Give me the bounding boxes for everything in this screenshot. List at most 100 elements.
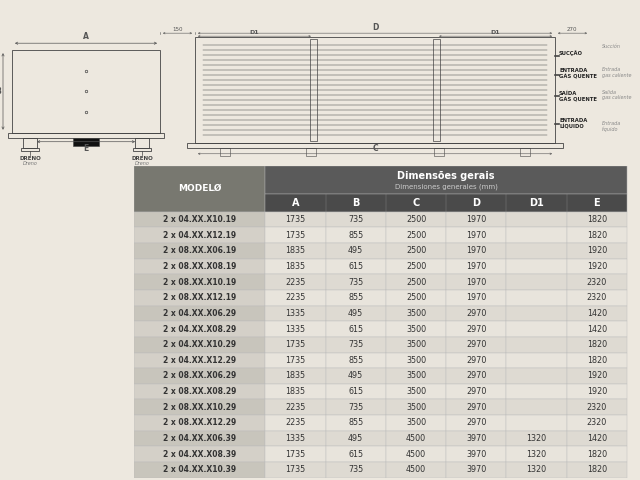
Text: 2970: 2970 <box>466 324 486 334</box>
Text: 2 x 08.XX.X10.29: 2 x 08.XX.X10.29 <box>163 403 237 412</box>
Bar <box>21 148 39 151</box>
Text: LÍQUIDO: LÍQUIDO <box>559 123 584 129</box>
Text: 1970: 1970 <box>466 277 486 287</box>
Text: 2 x 08.XX.X06.29: 2 x 08.XX.X06.29 <box>163 372 237 381</box>
Text: 1735: 1735 <box>285 465 305 474</box>
Text: 1320: 1320 <box>527 465 547 474</box>
Bar <box>506 399 567 415</box>
Text: 4500: 4500 <box>406 465 426 474</box>
Bar <box>506 368 567 384</box>
Bar <box>134 321 266 337</box>
Text: DRENO: DRENO <box>19 156 41 161</box>
Text: 2320: 2320 <box>587 419 607 427</box>
Text: 1420: 1420 <box>587 434 607 443</box>
Text: D: D <box>472 198 480 208</box>
Bar <box>326 212 386 228</box>
Text: 1735: 1735 <box>285 231 305 240</box>
Text: 2 x 08.XX.X10.19: 2 x 08.XX.X10.19 <box>163 277 237 287</box>
Text: 1970: 1970 <box>466 293 486 302</box>
Text: 3970: 3970 <box>466 434 486 443</box>
Bar <box>326 228 386 243</box>
Bar <box>446 275 506 290</box>
Bar <box>506 275 567 290</box>
Bar <box>567 399 627 415</box>
Bar <box>386 337 446 352</box>
Text: Salida: Salida <box>602 90 617 95</box>
Text: D1: D1 <box>529 198 544 208</box>
Text: 1970: 1970 <box>466 231 486 240</box>
Bar <box>446 352 506 368</box>
Bar <box>506 337 567 352</box>
Text: MODELØ: MODELØ <box>178 184 221 193</box>
Bar <box>446 228 506 243</box>
Text: 855: 855 <box>348 356 364 365</box>
Bar <box>8 132 164 138</box>
Bar <box>386 415 446 431</box>
Bar <box>266 446 326 462</box>
Text: 1420: 1420 <box>587 309 607 318</box>
Bar <box>386 352 446 368</box>
Text: 615: 615 <box>348 324 364 334</box>
Text: 615: 615 <box>348 450 364 459</box>
Bar <box>434 148 444 156</box>
Text: 855: 855 <box>348 293 364 302</box>
Bar <box>506 321 567 337</box>
Bar <box>266 368 326 384</box>
Text: Dreno: Dreno <box>22 161 37 166</box>
Text: 2 x 08.XX.X08.29: 2 x 08.XX.X08.29 <box>163 387 237 396</box>
Text: 2 x 04.XX.X08.29: 2 x 04.XX.X08.29 <box>163 324 237 334</box>
Bar <box>446 446 506 462</box>
Bar <box>266 399 326 415</box>
Bar <box>266 243 326 259</box>
Text: 1920: 1920 <box>587 262 607 271</box>
Bar <box>386 243 446 259</box>
Text: E: E <box>593 198 600 208</box>
Bar <box>326 431 386 446</box>
Bar <box>266 384 326 399</box>
Bar <box>134 368 266 384</box>
Bar <box>446 431 506 446</box>
Text: 3970: 3970 <box>466 450 486 459</box>
Text: 1820: 1820 <box>587 231 607 240</box>
Text: 2235: 2235 <box>285 277 306 287</box>
Bar <box>506 415 567 431</box>
Text: DRENO: DRENO <box>131 156 153 161</box>
Text: Dimensões gerais: Dimensões gerais <box>397 171 495 181</box>
Bar <box>134 462 266 478</box>
Bar <box>220 148 230 156</box>
Text: 4500: 4500 <box>406 434 426 443</box>
Text: 2500: 2500 <box>406 262 426 271</box>
Text: 2 x 04.XX.X10.29: 2 x 04.XX.X10.29 <box>163 340 236 349</box>
Bar <box>326 399 386 415</box>
Bar <box>195 37 555 143</box>
Bar <box>506 243 567 259</box>
Text: 2235: 2235 <box>285 403 306 412</box>
Text: 3500: 3500 <box>406 309 426 318</box>
Bar <box>386 259 446 275</box>
Bar <box>326 446 386 462</box>
Text: 3500: 3500 <box>406 356 426 365</box>
Text: D: D <box>372 23 378 32</box>
Bar <box>134 399 266 415</box>
Text: 1735: 1735 <box>285 215 305 224</box>
Text: 3500: 3500 <box>406 324 426 334</box>
Text: 1970: 1970 <box>466 246 486 255</box>
Bar <box>266 212 326 228</box>
Bar <box>73 138 99 146</box>
Bar <box>266 352 326 368</box>
Bar <box>134 384 266 399</box>
Bar <box>446 290 506 306</box>
Text: 2 x 04.XX.X10.39: 2 x 04.XX.X10.39 <box>163 465 236 474</box>
Text: C: C <box>412 198 420 208</box>
Text: 1820: 1820 <box>587 450 607 459</box>
Bar <box>386 446 446 462</box>
Bar <box>446 368 506 384</box>
Text: Dreno: Dreno <box>134 161 149 166</box>
Text: 2 x 04.XX.X06.39: 2 x 04.XX.X06.39 <box>163 434 236 443</box>
Bar <box>134 306 266 321</box>
Text: gas caliente: gas caliente <box>602 95 632 100</box>
Bar <box>567 446 627 462</box>
Bar <box>446 259 506 275</box>
Text: ENTRADA: ENTRADA <box>559 118 588 123</box>
Bar <box>326 306 386 321</box>
